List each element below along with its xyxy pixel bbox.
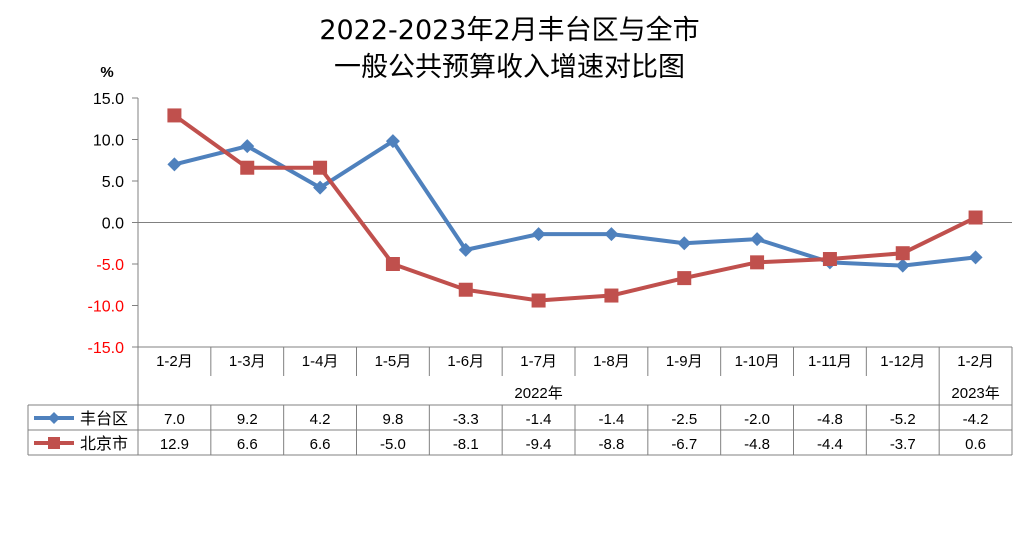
data-point-marker xyxy=(240,160,255,175)
x-tick-label: 1-3月 xyxy=(229,353,266,370)
x-tick-label: 1-5月 xyxy=(375,353,412,370)
data-point-marker xyxy=(458,242,473,257)
table-value: -4.2 xyxy=(963,411,989,428)
data-point-marker xyxy=(968,210,983,225)
data-point-marker xyxy=(531,293,546,308)
data-point-marker xyxy=(531,227,546,242)
y-tick-label: 15.0 xyxy=(93,91,124,108)
x-tick-label: 1-8月 xyxy=(593,353,630,370)
table-value: -5.0 xyxy=(380,436,406,453)
data-point-marker xyxy=(458,282,473,297)
y-tick-label: -5.0 xyxy=(96,257,124,274)
table-value: 9.2 xyxy=(237,411,258,428)
y-tick-label: -15.0 xyxy=(88,340,125,357)
table-value: -9.4 xyxy=(526,436,552,453)
data-point-marker xyxy=(167,157,182,172)
table-value: -2.0 xyxy=(744,411,770,428)
data-point-marker xyxy=(313,160,328,175)
data-point-marker xyxy=(895,258,910,273)
table-value: -4.8 xyxy=(817,411,843,428)
series-line-1 xyxy=(173,139,976,268)
data-point-marker xyxy=(385,134,400,149)
y-tick-label: 10.0 xyxy=(93,133,124,150)
table-value: 12.9 xyxy=(160,436,189,453)
legend-marker xyxy=(48,437,60,449)
data-point-marker xyxy=(677,236,692,251)
x-tick-label: 1-11月 xyxy=(808,353,852,370)
data-point-marker xyxy=(677,271,692,286)
x-tick-label: 1-2月 xyxy=(156,353,193,370)
table-value: -5.2 xyxy=(890,411,916,428)
data-point-marker xyxy=(750,232,765,247)
x-tick-label: 1-10月 xyxy=(735,353,780,370)
table-value: -2.5 xyxy=(671,411,697,428)
y-tick-label: -10.0 xyxy=(88,299,125,316)
table-value: -4.4 xyxy=(817,436,843,453)
data-point-marker xyxy=(750,255,765,270)
table-value: -6.7 xyxy=(671,436,697,453)
table-value: 6.6 xyxy=(237,436,258,453)
table-value: 4.2 xyxy=(310,411,331,428)
data-point-marker xyxy=(968,250,983,265)
data-point-marker xyxy=(604,288,619,303)
table-value: 0.6 xyxy=(965,436,986,453)
data-point-marker xyxy=(822,252,837,267)
data-point-marker xyxy=(895,246,910,261)
data-point-marker xyxy=(240,139,255,154)
table-value: -8.1 xyxy=(453,436,479,453)
table-value: -3.7 xyxy=(890,436,916,453)
table-value: 9.8 xyxy=(382,411,403,428)
table-value: -3.3 xyxy=(453,411,479,428)
table-value: -1.4 xyxy=(526,411,552,428)
legend-label: 丰台区 xyxy=(80,410,128,428)
y-axis-unit-label: % xyxy=(100,64,113,81)
x-tick-label: 1-2月 xyxy=(957,353,994,370)
table-value: -8.8 xyxy=(598,436,624,453)
x-tick-label: 1-7月 xyxy=(520,353,557,370)
data-point-marker xyxy=(604,227,619,242)
data-point-marker xyxy=(385,257,400,271)
y-tick-label: 0.0 xyxy=(102,216,124,233)
table-value: -1.4 xyxy=(598,411,624,428)
year-group-label: 2023年 xyxy=(951,385,999,402)
year-group-label: 2022年 xyxy=(514,385,562,402)
legend-label: 北京市 xyxy=(80,435,128,453)
data-point-marker xyxy=(313,180,328,195)
x-tick-label: 1-9月 xyxy=(666,353,703,370)
table-value: 7.0 xyxy=(164,411,185,428)
x-tick-label: 1-12月 xyxy=(880,353,925,370)
series-line-2 xyxy=(173,113,977,303)
table-value: -4.8 xyxy=(744,436,770,453)
chart-title-line1: 2022-2023年2月丰台区与全市 xyxy=(319,15,700,46)
legend-marker xyxy=(48,412,60,424)
data-point-marker xyxy=(167,108,182,123)
x-tick-label: 1-6月 xyxy=(447,353,484,370)
x-tick-label: 1-4月 xyxy=(302,353,339,370)
chart-title-line2: 一般公共预算收入增速对比图 xyxy=(334,52,685,83)
y-tick-label: 5.0 xyxy=(102,174,124,191)
table-value: 6.6 xyxy=(310,436,331,453)
